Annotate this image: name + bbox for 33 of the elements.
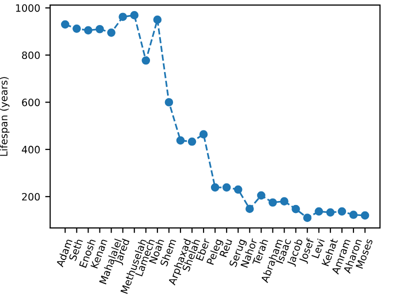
point (210, 183, 220, 192)
point (326, 208, 335, 217)
point (72, 24, 81, 33)
y-tick-label: 200 (22, 192, 40, 201)
point (360, 211, 370, 220)
point (96, 24, 104, 34)
point (60, 20, 70, 29)
point (234, 185, 242, 194)
point (130, 11, 139, 20)
point (153, 16, 162, 24)
point (280, 197, 288, 206)
point (142, 56, 150, 65)
point (107, 28, 116, 37)
point (268, 198, 277, 207)
point (84, 26, 92, 34)
y-tick-label: 600 (22, 98, 40, 106)
point (246, 204, 254, 214)
point (188, 137, 196, 146)
y-axis-title: Lifespan (years) (0, 77, 10, 156)
point (199, 130, 208, 138)
y-tick-label: 400 (22, 146, 40, 154)
point (349, 210, 358, 219)
point (164, 98, 174, 106)
point (314, 207, 324, 216)
point (118, 12, 127, 22)
point (292, 204, 300, 214)
y-tick-label: 800 (22, 51, 40, 60)
point (338, 207, 346, 216)
point (222, 183, 231, 192)
point (176, 136, 185, 145)
y-tick-label: 1000 (16, 4, 40, 12)
point (303, 214, 312, 222)
point (257, 191, 266, 200)
